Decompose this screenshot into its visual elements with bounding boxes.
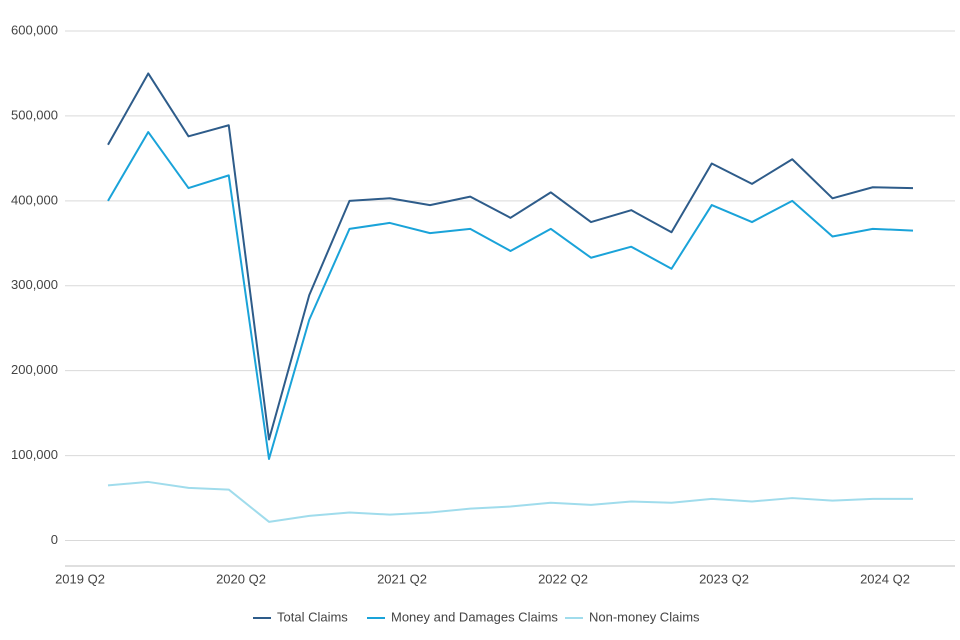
x-tick-label: 2021 Q2 <box>377 571 427 586</box>
x-tick-label: 2024 Q2 <box>860 571 910 586</box>
legend-label: Non-money Claims <box>589 609 700 624</box>
y-tick-label: 100,000 <box>11 447 58 462</box>
x-tick-label: 2019 Q2 <box>55 571 105 586</box>
legend-label: Total Claims <box>277 609 348 624</box>
x-tick-label: 2022 Q2 <box>538 571 588 586</box>
y-tick-label: 300,000 <box>11 277 58 292</box>
series-line <box>107 72 914 441</box>
series-line <box>107 480 913 523</box>
legend-label: Money and Damages Claims <box>391 609 558 624</box>
x-tick-label: 2020 Q2 <box>216 571 266 586</box>
y-tick-label: 0 <box>51 532 58 547</box>
y-tick-label: 600,000 <box>11 22 58 37</box>
y-tick-label: 200,000 <box>11 362 58 377</box>
y-tick-label: 400,000 <box>11 192 58 207</box>
series-line <box>107 131 914 460</box>
y-tick-label: 500,000 <box>11 107 58 122</box>
x-tick-label: 2023 Q2 <box>699 571 749 586</box>
